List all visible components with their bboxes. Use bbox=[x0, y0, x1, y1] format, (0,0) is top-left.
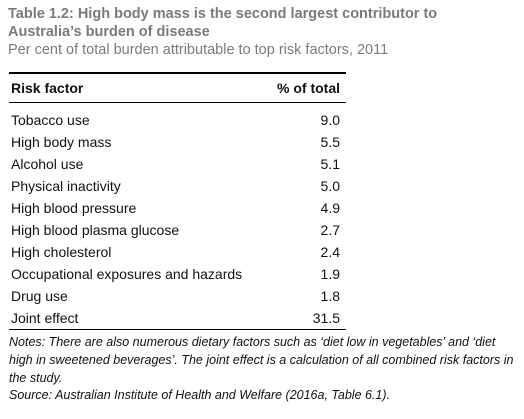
table-row: Joint effect 31.5 bbox=[9, 307, 346, 330]
column-header: % of total bbox=[277, 80, 340, 96]
risk-factor: High cholesterol bbox=[11, 244, 112, 260]
table-row: High cholesterol 2.4 bbox=[9, 241, 346, 263]
percent-cell: 1.8 bbox=[320, 288, 340, 304]
risk-factor: Joint effect bbox=[11, 310, 79, 326]
percent-cell: 4.9 bbox=[320, 200, 340, 216]
risk-factor: Tobacco use bbox=[11, 112, 90, 128]
percent-cell: 2.7 bbox=[320, 222, 340, 238]
percent-cell: 5.0 bbox=[320, 178, 340, 194]
table-row: Physical inactivity 5.0 bbox=[9, 175, 346, 197]
table-row: High body mass 5.5 bbox=[9, 131, 346, 153]
percent-cell: 1.9 bbox=[320, 266, 340, 282]
header-row: Risk factor % of total bbox=[9, 73, 346, 103]
risk-table: Risk factor % of total Tobacco use 9.0 Hig… bbox=[9, 72, 346, 330]
risk-factor: High blood pressure bbox=[11, 200, 137, 216]
column-header: Risk factor bbox=[11, 80, 84, 96]
percent-cell: 5.1 bbox=[320, 156, 340, 172]
percent-cell: 5.5 bbox=[320, 134, 340, 150]
risk-factor: Alcohol use bbox=[11, 156, 84, 172]
notes: Notes: There are also numerous dietary f… bbox=[9, 335, 514, 385]
table-title: Table 1.2: High body mass is the second … bbox=[8, 6, 438, 40]
risk-factor: Occupational exposures and hazards bbox=[11, 266, 243, 282]
table-row: Alcohol use 5.1 bbox=[9, 153, 346, 175]
table-row: Tobacco use 9.0 bbox=[9, 103, 346, 132]
table-row: High blood plasma glucose 2.7 bbox=[9, 219, 346, 241]
risk-factor: Physical inactivity bbox=[11, 178, 121, 194]
percent-cell: 31.5 bbox=[312, 310, 340, 326]
percent-cell: 2.4 bbox=[320, 244, 340, 260]
percent-cell: 9.0 bbox=[320, 112, 340, 128]
risk-factor: High body mass bbox=[11, 134, 112, 150]
risk-factor: High blood plasma glucose bbox=[11, 222, 180, 238]
table-row: Occupational exposures and hazards 1.9 bbox=[9, 263, 346, 285]
risk-factor: Drug use bbox=[11, 288, 68, 304]
table-row: High blood pressure 4.9 bbox=[9, 197, 346, 219]
table-body: Tobacco use 9.0 High body mass 5.5 Alcohol u… bbox=[9, 103, 346, 330]
table-row: Drug use 1.8 bbox=[9, 285, 346, 307]
table-subtitle: Per cent of total burden attributable to… bbox=[8, 42, 389, 58]
source: Source: Australian Institute of Health a… bbox=[9, 388, 391, 402]
